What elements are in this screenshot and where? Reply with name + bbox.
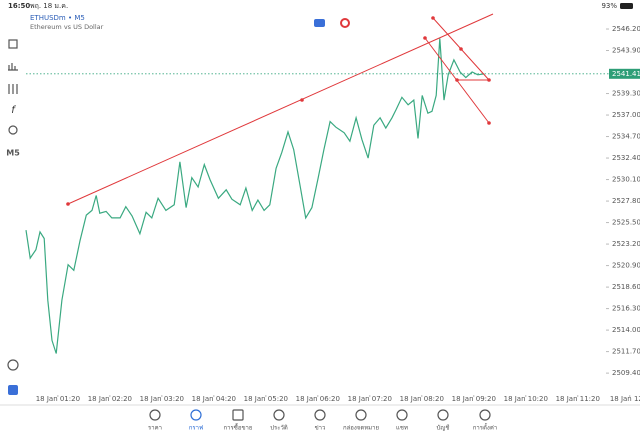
y-tick-label: 2511.70: [612, 348, 640, 356]
y-tick-label: 2525.50: [612, 219, 640, 227]
y-tick-label: 2516.30: [612, 305, 640, 313]
status-battery: 93%: [601, 2, 617, 10]
channel-point: [423, 36, 427, 40]
tool-function[interactable]: f: [11, 105, 16, 116]
y-tick-label: 2514.00: [612, 326, 640, 334]
current-price-label: 2541.41: [612, 70, 640, 78]
nav-label[interactable]: กราฟ: [189, 425, 203, 432]
channel-point: [455, 78, 459, 82]
channel-point: [487, 78, 491, 82]
nav-label[interactable]: ข่าว: [315, 425, 326, 432]
nav-label[interactable]: กล่องจดหมาย: [343, 425, 379, 432]
symbol-name[interactable]: ETHUSDm • M5: [30, 14, 85, 22]
nav-icon[interactable]: [149, 409, 161, 421]
nav-icon[interactable]: [437, 409, 449, 421]
x-tick-label: 18 Jan 04:20: [192, 395, 236, 403]
channel-point: [459, 47, 463, 51]
bottom-nav: ราคา กราฟ การซื้อขาย ประวัติ ข่าว กล่องจดหมาย…: [148, 409, 497, 432]
nav-label[interactable]: แชท: [396, 425, 408, 432]
y-tick-label: 2530.10: [612, 176, 640, 184]
nav-icon[interactable]: [355, 409, 367, 421]
status-date: พฤ. 18 ม.ค.: [30, 2, 68, 10]
nav-label[interactable]: การซื้อขาย: [224, 422, 253, 432]
x-tick-label: 18 Jan 12:2: [610, 395, 640, 403]
symbol-description: Ethereum vs US Dollar: [30, 23, 104, 31]
trendline: [67, 13, 494, 205]
trendline-point: [300, 98, 304, 102]
current-price-box: [609, 68, 640, 79]
nav-label[interactable]: บัญชี: [437, 424, 450, 432]
y-tick-label: 2539.30: [612, 90, 640, 98]
tool-broker[interactable]: [8, 385, 18, 395]
x-tick-label: 18 Jan 08:20: [400, 395, 444, 403]
plot: 18 Jan 01:20 18 Jan 02:20 18 Jan 03:20 18 J…: [25, 25, 640, 403]
status-time: 16:50: [8, 2, 30, 10]
x-tick-label: 18 Jan 07:20: [348, 395, 392, 403]
channel-point: [431, 16, 435, 20]
x-tick-label: 18 Jan 01:20: [36, 395, 80, 403]
nav-icon[interactable]: [273, 409, 285, 421]
y-tick-label: 2534.70: [612, 133, 640, 141]
y-tick-label: 2509.40: [612, 369, 640, 377]
x-tick-label: 18 Jan 11:20: [556, 395, 600, 403]
y-tick-label: 2523.20: [612, 240, 640, 248]
x-tick-label: 18 Jan 03:20: [140, 395, 184, 403]
tool-objects[interactable]: [8, 125, 18, 135]
tool-crosshair[interactable]: [8, 39, 18, 49]
nav-label[interactable]: ราคา: [148, 425, 162, 432]
y-tick-label: 2518.60: [612, 283, 640, 291]
y-tick-label: 2537.00: [612, 111, 640, 119]
y-tick-label: 2543.90: [612, 47, 640, 55]
left-toolbar: f M5: [6, 39, 20, 395]
x-tick-label: 18 Jan 09:20: [452, 395, 496, 403]
tool-settings[interactable]: [8, 84, 18, 94]
trendline-point: [66, 202, 70, 206]
nav-icon[interactable]: [479, 409, 491, 421]
timeframe[interactable]: M5: [6, 149, 20, 158]
y-tick-label: 2546.20: [612, 25, 640, 33]
y-tick-label: 2520.90: [612, 262, 640, 270]
channel-point: [487, 121, 491, 125]
price-line: [25, 38, 485, 354]
one-click-icon[interactable]: [314, 19, 325, 27]
x-tick-label: 18 Jan 10:20: [504, 395, 548, 403]
x-tick-label: 18 Jan 06:20: [296, 395, 340, 403]
y-tick-label: 2532.40: [612, 154, 640, 162]
tool-indicators[interactable]: [8, 63, 18, 71]
nav-icon[interactable]: [232, 409, 244, 421]
nav-icon[interactable]: [190, 409, 202, 421]
tool-zoom[interactable]: [7, 359, 19, 371]
nav-icon[interactable]: [396, 409, 408, 421]
battery-icon: [620, 3, 633, 9]
y-tick-label: 2527.80: [612, 197, 640, 205]
signal-icon[interactable]: [340, 18, 350, 28]
x-tick-label: 18 Jan 02:20: [88, 395, 132, 403]
nav-label[interactable]: การตั้งค่า: [473, 422, 497, 432]
x-tick-label: 18 Jan 05:20: [244, 395, 288, 403]
nav-icon[interactable]: [314, 409, 326, 421]
nav-label[interactable]: ประวัติ: [270, 425, 288, 432]
